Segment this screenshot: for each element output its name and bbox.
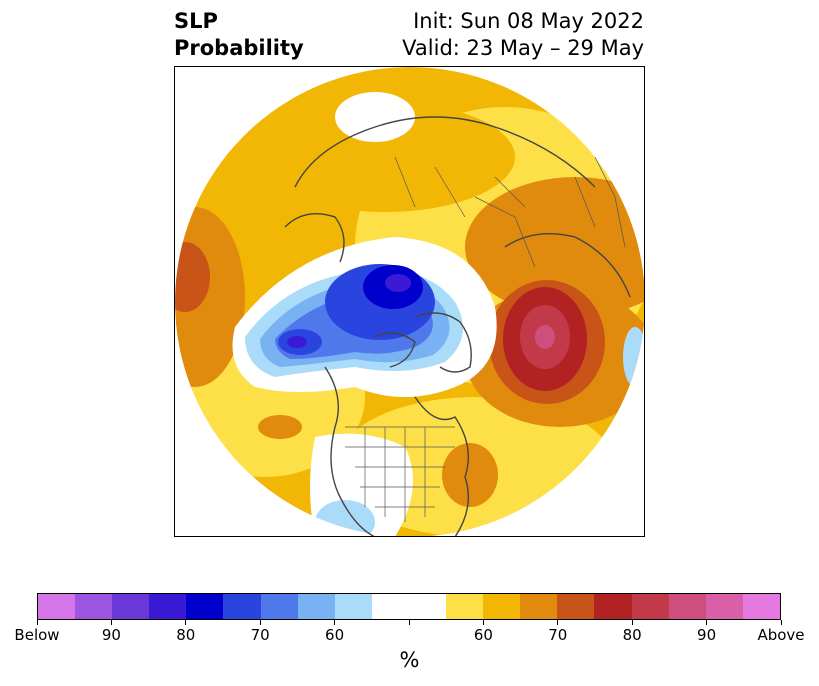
colorbar-tick-label: Below bbox=[14, 626, 60, 644]
shade-above-75-pacific bbox=[175, 242, 210, 312]
colorbar-tick-label: 70 bbox=[250, 626, 270, 644]
coast-greenland bbox=[414, 312, 472, 373]
colorbar-segment bbox=[149, 594, 187, 619]
colorbar-segment bbox=[186, 594, 224, 619]
colorbar bbox=[37, 593, 781, 620]
coast-eurasia-north bbox=[294, 116, 596, 188]
shade-above-70-us bbox=[442, 443, 498, 507]
valid-period: Valid: 23 May – 29 May bbox=[402, 36, 644, 60]
border-asia-east bbox=[574, 156, 626, 248]
colorbar-tickmark bbox=[557, 620, 559, 625]
colorbar-tickmark bbox=[408, 620, 410, 625]
colorbar-segment bbox=[408, 594, 447, 619]
colorbar-segment bbox=[38, 594, 76, 619]
colorbar-segment bbox=[668, 594, 706, 619]
colorbar-segment bbox=[594, 594, 632, 619]
colorbar-tick-label: 60 bbox=[473, 626, 493, 644]
colorbar-segment bbox=[483, 594, 521, 619]
colorbar-segment bbox=[260, 594, 298, 619]
state-lines-v bbox=[364, 427, 426, 522]
shade-near-normal-north bbox=[335, 92, 415, 142]
colorbar-tick-labels: Below 90 80 70 60 60 70 80 90 Above bbox=[0, 626, 819, 648]
map-title-left: SLP Probability bbox=[174, 8, 304, 62]
coast-arctic-islands bbox=[374, 332, 416, 368]
colorbar-segment bbox=[631, 594, 669, 619]
colorbar-tickmark bbox=[706, 620, 708, 625]
colorbar-tickmark bbox=[780, 620, 782, 625]
colorbar-unit: % bbox=[399, 648, 420, 672]
colorbar-tick-label: 80 bbox=[176, 626, 196, 644]
colorbar-tickmark bbox=[110, 620, 112, 625]
title-field: Probability bbox=[174, 36, 304, 60]
colorbar-segment bbox=[112, 594, 150, 619]
shade-below-85-west bbox=[287, 336, 307, 348]
shade-below-85 bbox=[385, 274, 411, 292]
coast-siberia bbox=[284, 213, 345, 263]
colorbar-tickmark bbox=[185, 620, 187, 625]
colorbar-segment bbox=[742, 594, 780, 619]
state-lines-h bbox=[345, 446, 455, 508]
title-variable: SLP bbox=[174, 9, 218, 33]
init-date: Init: Sun 08 May 2022 bbox=[413, 9, 644, 33]
colorbar-tickmark bbox=[482, 620, 484, 625]
political-borders bbox=[345, 156, 626, 522]
probability-shading bbox=[175, 67, 644, 536]
colorbar-tick-label: 60 bbox=[325, 626, 345, 644]
colorbar-tickmark bbox=[259, 620, 261, 625]
shade-above-70-alaska bbox=[258, 415, 302, 439]
colorbar-segment bbox=[75, 594, 113, 619]
colorbar-tickmark bbox=[36, 620, 38, 625]
probability-map bbox=[174, 66, 645, 537]
colorbar-segment bbox=[371, 594, 409, 619]
border-eurasia bbox=[394, 156, 536, 268]
colorbar-segment bbox=[334, 594, 372, 619]
colorbar-segment bbox=[557, 594, 595, 619]
shade-above-90 bbox=[535, 325, 555, 349]
shade-above-eurasia bbox=[255, 102, 515, 212]
colorbar-tick-label: 80 bbox=[622, 626, 642, 644]
colorbar-tickmark bbox=[631, 620, 633, 625]
colorbar-tickmark bbox=[334, 620, 336, 625]
hemisphere-mask bbox=[175, 67, 644, 536]
coast-north-america-east bbox=[414, 396, 470, 536]
polar-projection-map bbox=[175, 67, 644, 536]
colorbar-segment bbox=[520, 594, 558, 619]
colorbar-tick-label: 70 bbox=[548, 626, 568, 644]
colorbar-tick-label: Above bbox=[757, 626, 805, 644]
coast-europe bbox=[504, 232, 631, 298]
coastlines bbox=[284, 116, 631, 536]
colorbar-segment bbox=[223, 594, 261, 619]
coast-north-america-west bbox=[324, 366, 375, 536]
map-title-right: Init: Sun 08 May 2022 Valid: 23 May – 29… bbox=[402, 8, 644, 62]
colorbar-segment bbox=[446, 594, 484, 619]
colorbar-segment bbox=[705, 594, 743, 619]
colorbar-segment bbox=[297, 594, 335, 619]
colorbar-tick-label: 90 bbox=[697, 626, 717, 644]
colorbar-tick-label: 90 bbox=[101, 626, 121, 644]
